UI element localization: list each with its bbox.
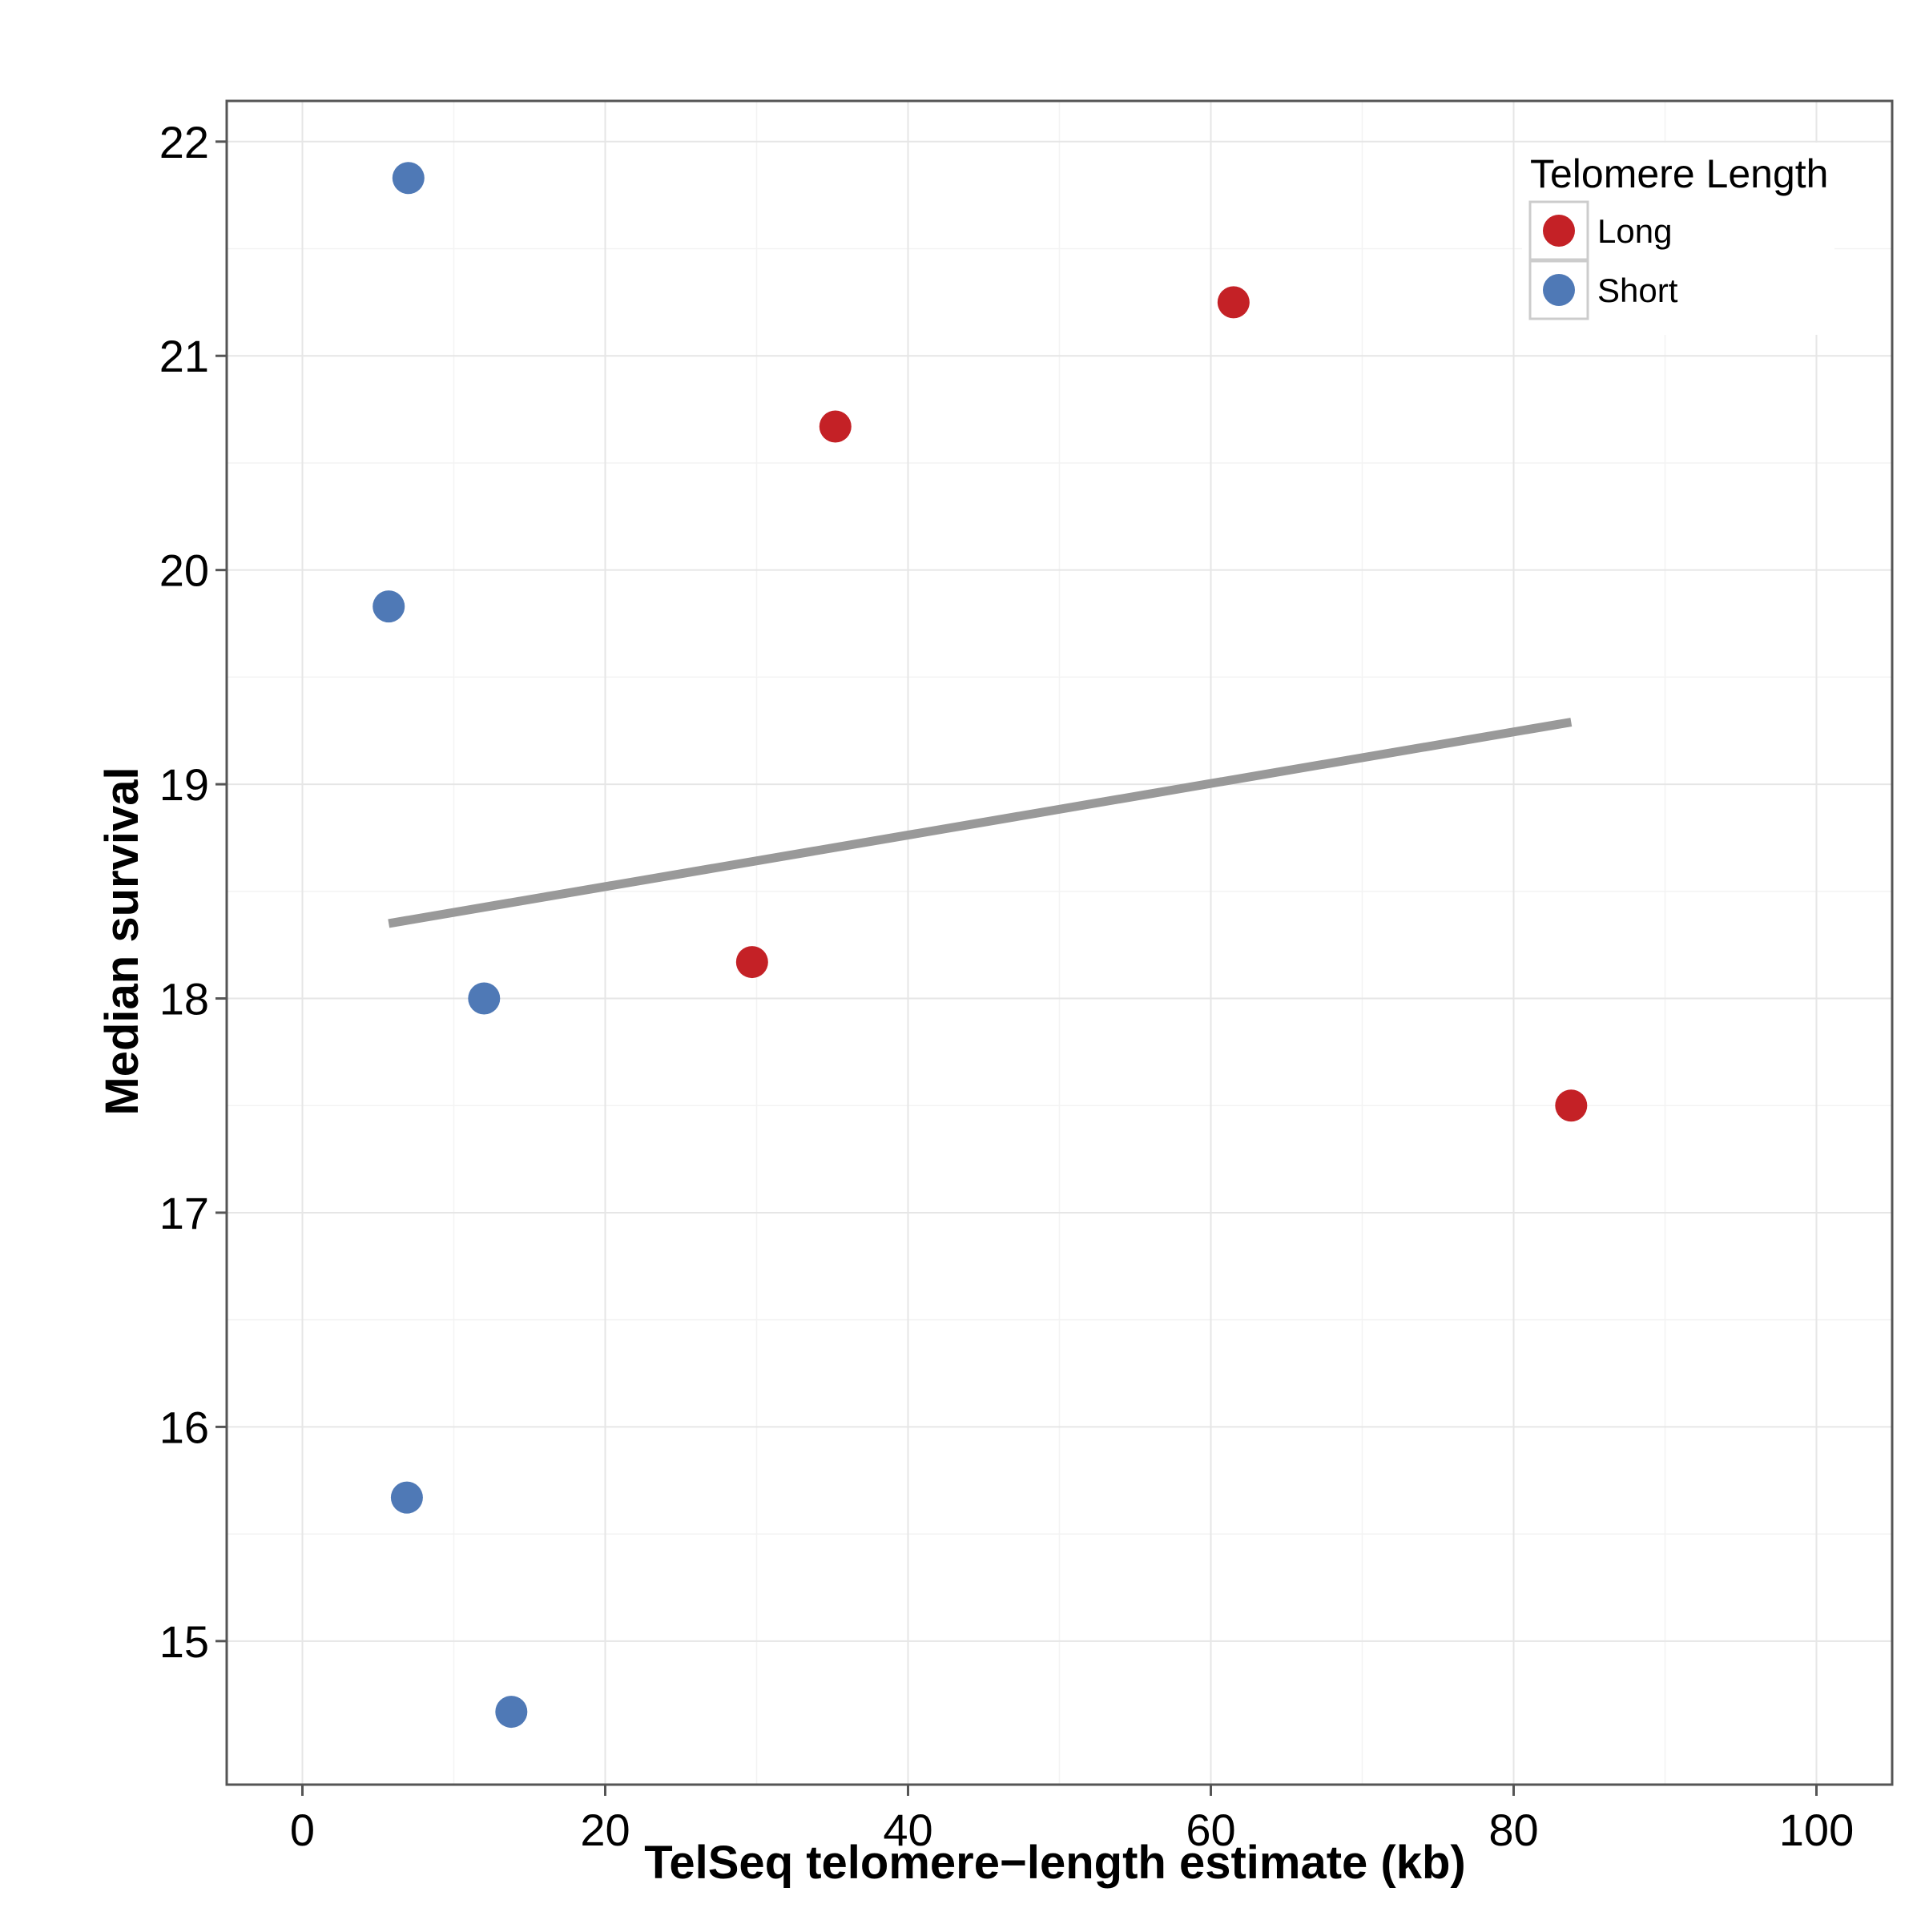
data-point-short: [392, 162, 425, 195]
plot-border: [225, 99, 1894, 1786]
legend-title: Telomere Length: [1530, 151, 1828, 196]
x-tick-label: 20: [580, 1805, 630, 1855]
data-point-short: [373, 590, 405, 623]
data-point-short: [390, 1481, 423, 1514]
legend-marker-long: [1543, 215, 1575, 247]
data-point-short: [495, 1696, 528, 1729]
trend-line: [388, 718, 1573, 928]
x-axis-tick-labels: 0 20 40 60 80 100: [290, 1805, 1854, 1855]
data-point-long: [819, 410, 852, 443]
y-tick-label: 15: [159, 1616, 209, 1667]
x-tick-label: 40: [883, 1805, 932, 1855]
data-point-long: [1217, 286, 1250, 319]
legend-label-long: Long: [1597, 212, 1672, 250]
legend: Telomere Length Long Short: [1522, 143, 1834, 335]
y-tick-label: 19: [159, 759, 209, 810]
y-tick-label: 17: [159, 1188, 209, 1238]
grid-minor: [227, 101, 1892, 1785]
x-tick-label: 60: [1186, 1805, 1235, 1855]
y-tick-label: 20: [159, 545, 209, 596]
x-tick-label: 80: [1488, 1805, 1538, 1855]
y-tick-label: 18: [159, 974, 209, 1024]
y-axis-ticks: [215, 140, 227, 1643]
data-point-short: [468, 982, 501, 1015]
data-points: [373, 162, 1588, 1729]
grid-major: [227, 101, 1892, 1785]
x-axis-title: TelSeq telomere−length estimate (kb): [644, 1837, 1465, 1889]
x-tick-label: 0: [290, 1805, 315, 1855]
data-point-long: [735, 946, 768, 979]
y-tick-label: 21: [159, 331, 209, 381]
y-tick-label: 22: [159, 117, 209, 167]
x-tick-label: 100: [1779, 1805, 1854, 1855]
y-axis-title: Median survival: [96, 767, 148, 1115]
y-axis-tick-labels: 15 16 17 18 19 20 21 22: [159, 117, 209, 1667]
legend-label-short: Short: [1597, 272, 1678, 309]
legend-marker-short: [1543, 274, 1575, 306]
x-axis-ticks: [301, 1785, 1818, 1796]
y-tick-label: 16: [159, 1402, 209, 1452]
data-point-long: [1555, 1089, 1588, 1122]
